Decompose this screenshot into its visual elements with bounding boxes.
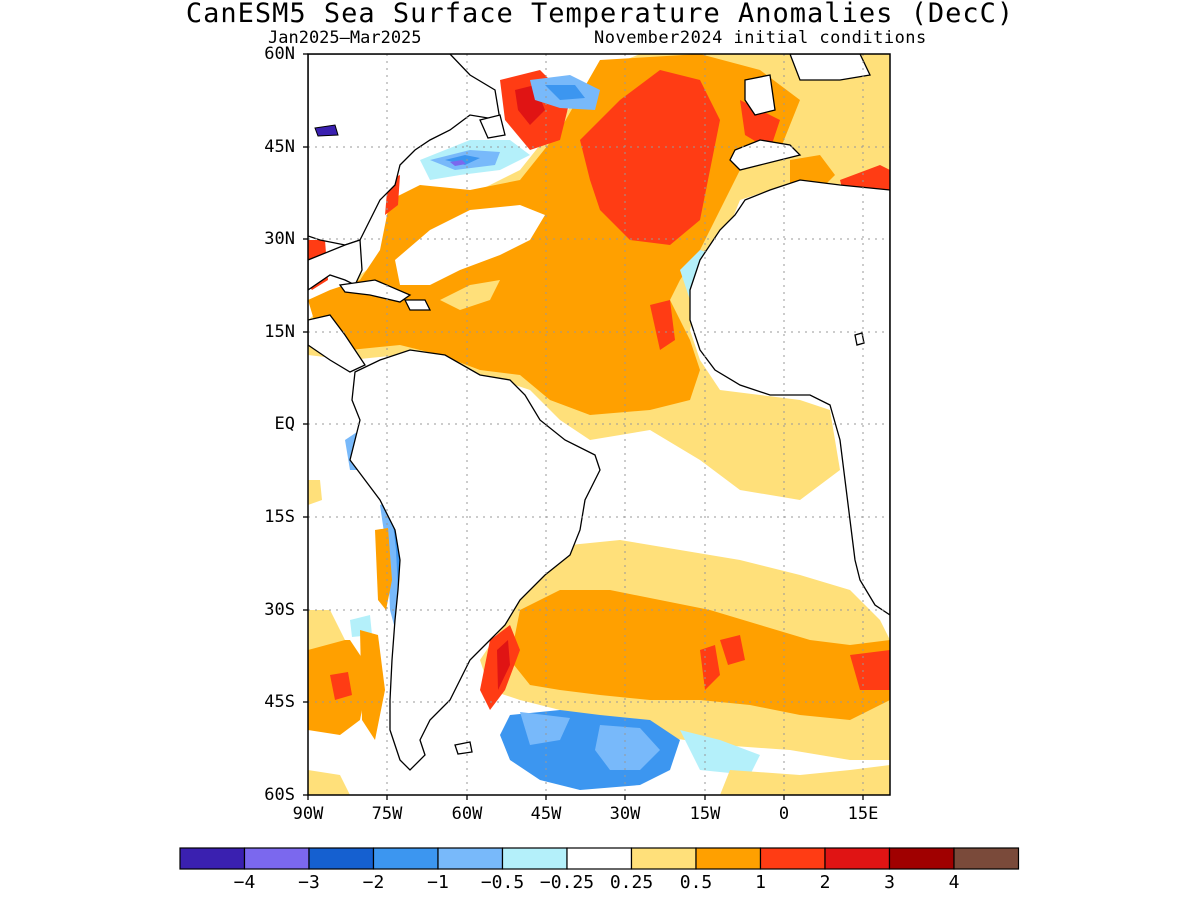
colorbar-label: 0.5 <box>679 872 713 893</box>
lat-label: 15N <box>264 322 295 342</box>
lat-label: 60S <box>264 785 295 805</box>
colorbar-label: 0.25 <box>609 872 654 893</box>
africa <box>689 179 890 616</box>
colorbar-label: −2 <box>362 872 385 893</box>
lat-label: 30S <box>264 600 295 620</box>
colorbar-label: −0.25 <box>539 872 595 893</box>
lat-label: 15S <box>264 507 295 527</box>
colorbar-label: −0.5 <box>480 872 525 893</box>
lon-label: 60W <box>451 804 483 824</box>
colorbar-label: −1 <box>427 872 449 893</box>
map-title: CanESM5 Sea Surface Temperature Anomalie… <box>185 0 1015 29</box>
newfoundland <box>479 114 506 139</box>
cape-verde <box>854 332 865 346</box>
colorbar-label: −4 <box>233 872 256 893</box>
central-america <box>308 314 366 373</box>
hispaniola <box>403 299 432 311</box>
lon-label: 15W <box>689 804 721 824</box>
cuba <box>338 279 412 303</box>
land <box>308 54 890 771</box>
lon-label: 75W <box>371 804 403 824</box>
scandinavia <box>789 54 871 81</box>
florida <box>308 239 363 291</box>
lon-label: 30W <box>609 804 641 824</box>
lat-label: 60N <box>264 44 295 64</box>
colorbar-label: 1 <box>755 872 766 893</box>
period-label: Jan2025–Mar2025 <box>268 28 422 48</box>
great-lakes <box>314 124 339 137</box>
lat-label: 45S <box>264 692 295 712</box>
initial-conditions-label: November2024 initial conditions <box>594 28 927 48</box>
colorbar-label: 3 <box>884 872 895 893</box>
europe <box>729 139 802 171</box>
south-america <box>349 349 601 771</box>
british-isles <box>744 74 776 116</box>
anomaly-field-south <box>308 480 890 795</box>
colorbar-label: 2 <box>819 872 831 893</box>
lon-label: 0 <box>778 804 790 824</box>
lon-label: 15E <box>847 804 879 824</box>
north-america <box>308 54 501 246</box>
colorbar-label: −3 <box>298 872 320 893</box>
lon-label: 45W <box>530 804 562 824</box>
lat-label: 45N <box>264 137 295 157</box>
graticule <box>308 54 890 795</box>
lon-label: 90W <box>292 804 324 824</box>
lat-label: 30N <box>264 229 295 249</box>
lat-label: EQ <box>274 414 295 434</box>
falklands <box>454 741 473 755</box>
colorbar-label: 4 <box>948 872 960 893</box>
